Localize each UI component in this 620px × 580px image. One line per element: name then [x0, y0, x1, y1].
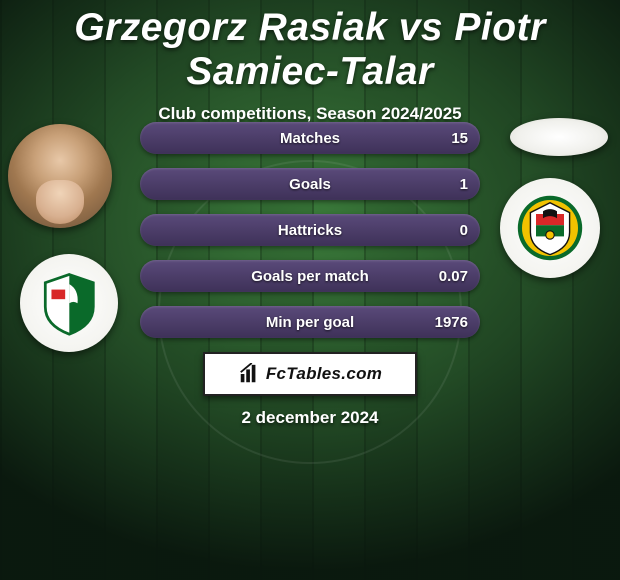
date-text: 2 december 2024 [0, 408, 620, 428]
bar-chart-icon [238, 363, 260, 385]
stat-pill: Goals per match 0.07 [140, 260, 480, 292]
stat-pill: Goals 1 [140, 168, 480, 200]
player-left-avatar [8, 124, 112, 228]
club-left-crest-icon [35, 269, 104, 338]
player-right-avatar [510, 118, 608, 156]
club-right-badge [500, 178, 600, 278]
stat-value-right: 1 [460, 176, 468, 193]
stat-value-right: 0 [460, 222, 468, 239]
stat-label: Goals [289, 176, 331, 193]
stat-value-right: 1976 [435, 314, 468, 331]
stat-value-right: 0.07 [439, 268, 468, 285]
page-title: Grzegorz Rasiak vs Piotr Samiec-Talar [0, 0, 620, 94]
club-right-crest-icon [515, 193, 585, 263]
stats-column: Matches 15 Goals 1 Hattricks 0 Goals per… [140, 122, 480, 352]
brand-box: FcTables.com [203, 352, 417, 396]
stat-pill: Hattricks 0 [140, 214, 480, 246]
club-left-badge [20, 254, 118, 352]
content-root: Grzegorz Rasiak vs Piotr Samiec-Talar Cl… [0, 0, 620, 580]
stat-label: Min per goal [266, 314, 354, 331]
stat-pill: Min per goal 1976 [140, 306, 480, 338]
stat-label: Goals per match [251, 268, 369, 285]
brand-text: FcTables.com [266, 364, 382, 384]
stat-value-right: 15 [451, 130, 468, 147]
stat-pill: Matches 15 [140, 122, 480, 154]
stat-label: Matches [280, 130, 340, 147]
page-subtitle: Club competitions, Season 2024/2025 [0, 104, 620, 124]
stat-label: Hattricks [278, 222, 342, 239]
